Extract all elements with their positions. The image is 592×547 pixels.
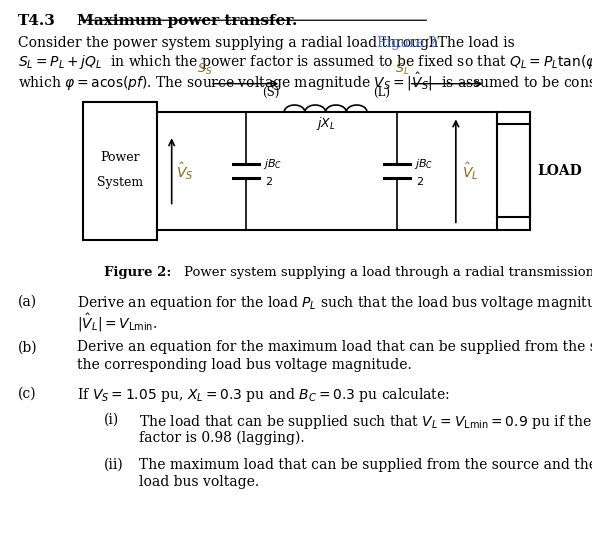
Text: (b): (b) <box>18 340 37 354</box>
Text: (S): (S) <box>262 85 280 98</box>
Text: (c): (c) <box>18 386 36 400</box>
Bar <box>497 125 530 217</box>
Text: Maximum power transfer.: Maximum power transfer. <box>77 14 297 28</box>
Text: System: System <box>97 177 143 189</box>
Text: $\hat{S}_L$: $\hat{S}_L$ <box>395 56 410 77</box>
Text: (L): (L) <box>374 85 390 98</box>
Text: $\hat{V}_S$: $\hat{V}_S$ <box>176 160 194 182</box>
Text: $jX_L$: $jX_L$ <box>316 115 336 132</box>
Text: T4.3: T4.3 <box>18 14 56 28</box>
Text: The maximum load that can be supplied from the source and the corresponding: The maximum load that can be supplied fr… <box>139 458 592 472</box>
Text: $jB_C$: $jB_C$ <box>414 158 434 171</box>
Text: Figure 2:: Figure 2: <box>104 266 171 280</box>
Text: . The load is: . The load is <box>429 36 514 50</box>
Text: Consider the power system supplying a radial load through: Consider the power system supplying a ra… <box>18 36 442 50</box>
Text: $2$: $2$ <box>265 175 272 187</box>
Text: LOAD: LOAD <box>537 164 582 178</box>
Text: the corresponding load bus voltage magnitude.: the corresponding load bus voltage magni… <box>77 358 411 372</box>
Text: $S_L = P_L + jQ_L$  in which the power factor is assumed to be fixed so that $Q_: $S_L = P_L + jQ_L$ in which the power fa… <box>18 53 592 71</box>
Text: $jB_C$: $jB_C$ <box>263 158 283 171</box>
Text: $\hat{V}_L$: $\hat{V}_L$ <box>462 160 478 182</box>
Text: Derive an equation for the maximum load that can be supplied from the source and: Derive an equation for the maximum load … <box>77 340 592 354</box>
Bar <box>83 102 157 240</box>
Text: (ii): (ii) <box>104 458 123 472</box>
Text: (i): (i) <box>104 413 119 427</box>
Text: Power: Power <box>100 151 140 164</box>
Text: If $V_S = 1.05$ pu, $X_L = 0.3$ pu and $B_C = 0.3$ pu calculate:: If $V_S = 1.05$ pu, $X_L = 0.3$ pu and $… <box>77 386 450 404</box>
Text: $2$: $2$ <box>416 175 423 187</box>
Text: Power system supplying a load through a radial transmission line.: Power system supplying a load through a … <box>184 266 592 280</box>
Text: (a): (a) <box>18 294 37 309</box>
Text: Derive an equation for the load $P_L$ such that the load bus voltage magnitude i: Derive an equation for the load $P_L$ su… <box>77 294 592 312</box>
Text: load bus voltage.: load bus voltage. <box>139 475 259 490</box>
Text: $|\hat{V}_L| = V_{\mathrm{Lmin}}$.: $|\hat{V}_L| = V_{\mathrm{Lmin}}$. <box>77 312 157 334</box>
Text: which $\varphi = \mathrm{acos}(pf)$. The source voltage magnitude $V_S = |\hat{V: which $\varphi = \mathrm{acos}(pf)$. The… <box>18 71 592 93</box>
Text: $\hat{S}_S$: $\hat{S}_S$ <box>197 56 213 77</box>
Text: factor is 0.98 (lagging).: factor is 0.98 (lagging). <box>139 430 305 445</box>
Text: The load that can be supplied such that $V_L = V_{\mathrm{Lmin}} = 0.9$ pu if th: The load that can be supplied such that … <box>139 413 592 431</box>
Text: Figure 2: Figure 2 <box>377 36 437 50</box>
